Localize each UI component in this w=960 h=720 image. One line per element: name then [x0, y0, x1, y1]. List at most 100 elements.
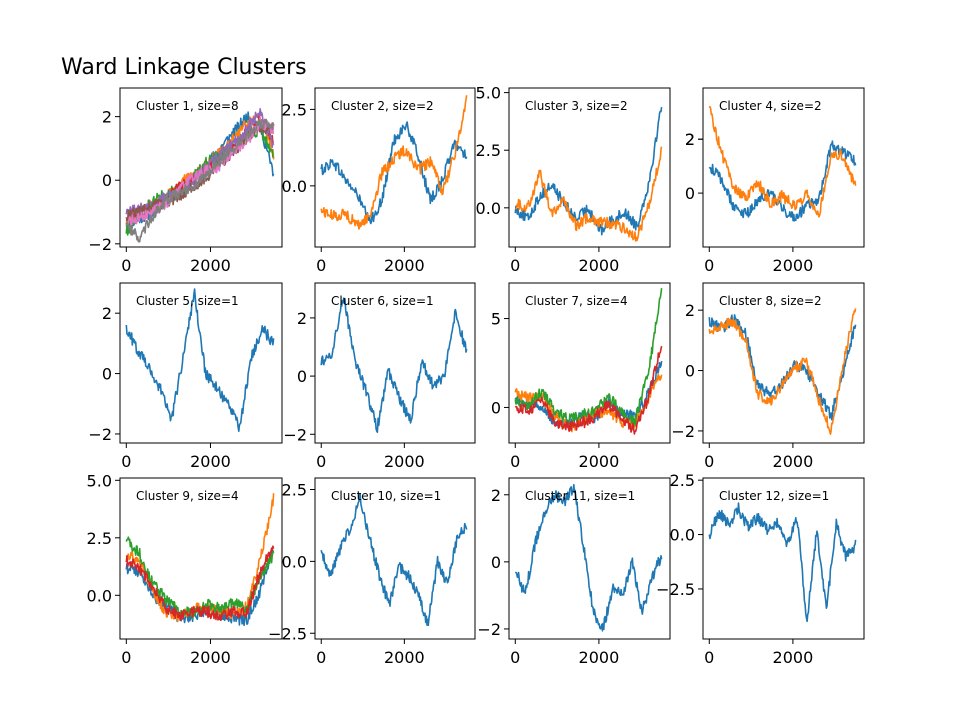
axes-frame	[702, 282, 865, 444]
series-group	[708, 502, 857, 623]
series-line-1	[125, 288, 275, 433]
x-tick-label: 0	[121, 648, 131, 667]
x-tick-label: 0	[704, 256, 714, 275]
y-tick-label: 0	[297, 367, 307, 386]
y-tick-label: 0	[491, 398, 501, 417]
subplot-9: 0 2000 0.0 2.5 5.0 Cluster 9, size=4	[87, 471, 283, 667]
y-tick-label: −2.5	[656, 580, 695, 599]
series-group	[125, 493, 275, 627]
subplot-5: 0 2000 −2 0 2 Cluster 5, size=1	[88, 282, 283, 471]
cluster-annotation: Cluster 12, size=1	[719, 489, 829, 503]
cluster-annotation: Cluster 8, size=2	[719, 294, 822, 308]
x-tick-label: 2000	[773, 256, 814, 275]
x-tick-label: 0	[316, 256, 326, 275]
x-tick-label: 2000	[579, 452, 620, 471]
y-tick-label: 5.0	[476, 84, 501, 103]
y-tick-label: −2.5	[268, 624, 307, 643]
axes-frame	[702, 87, 865, 248]
x-tick-label: 0	[121, 256, 131, 275]
x-tick-label: 2000	[773, 648, 814, 667]
series-group	[320, 297, 468, 434]
cluster-annotation: Cluster 1, size=8	[136, 99, 239, 113]
y-tick-label: 2	[297, 309, 307, 328]
y-tick-label: 0.0	[282, 552, 307, 571]
series-group	[320, 95, 468, 230]
series-line-4	[514, 345, 663, 435]
x-tick-label: 2000	[579, 256, 620, 275]
series-line-1	[320, 121, 468, 225]
axes-frame	[314, 87, 476, 248]
axes-frame	[508, 87, 671, 248]
x-tick-label: 0	[510, 648, 520, 667]
x-tick-label: 2000	[190, 452, 231, 471]
x-tick-label: 2000	[190, 256, 231, 275]
x-tick-label: 0	[704, 648, 714, 667]
y-tick-label: 0.0	[282, 177, 307, 196]
series-group	[320, 493, 468, 627]
figure-title: Ward Linkage Clusters	[61, 55, 307, 80]
series-line-1	[708, 502, 857, 623]
subplot-2: 0 2000 0.0 2.5 Cluster 2, size=2	[282, 87, 476, 275]
cluster-annotation: Cluster 2, size=2	[331, 99, 434, 113]
series-group	[514, 288, 663, 435]
axes-frame	[119, 282, 283, 444]
x-tick-label: 2000	[384, 648, 425, 667]
y-tick-label: −2	[88, 235, 112, 254]
cluster-annotation: Cluster 10, size=1	[331, 489, 441, 503]
x-tick-label: 0	[510, 452, 520, 471]
series-line-1	[320, 297, 468, 434]
series-line-2	[515, 146, 663, 242]
series-line-8	[125, 118, 275, 243]
series-group	[514, 483, 663, 632]
cluster-annotation: Cluster 3, size=2	[525, 99, 628, 113]
cluster-annotation: Cluster 5, size=1	[136, 294, 239, 308]
series-group	[125, 108, 275, 243]
y-tick-label: 2	[685, 301, 695, 320]
cluster-annotation: Cluster 9, size=4	[136, 489, 239, 503]
y-tick-label: −2	[283, 425, 307, 444]
series-line-1	[708, 314, 857, 421]
y-tick-label: 0	[102, 171, 112, 190]
series-group	[708, 105, 857, 222]
subplot-3: 0 2000 0.0 2.5 5.0 Cluster 3, size=2	[476, 84, 671, 275]
y-tick-label: 0.0	[670, 526, 695, 545]
cluster-annotation: Cluster 6, size=1	[331, 294, 434, 308]
series-line-1	[708, 140, 857, 222]
subplot-11: 0 2000 2 0 −2 Cluster 11, size=1	[477, 477, 671, 667]
y-tick-label: 2	[685, 130, 695, 149]
x-tick-label: 2000	[384, 452, 425, 471]
y-tick-label: 2.5	[282, 481, 307, 500]
axes-frame	[119, 87, 283, 248]
y-tick-label: 0	[491, 553, 501, 572]
y-tick-label: 2.5	[670, 471, 695, 490]
x-tick-label: 2000	[190, 648, 231, 667]
x-tick-label: 2000	[773, 452, 814, 471]
series-line-2	[708, 105, 857, 218]
y-tick-label: 2	[491, 486, 501, 505]
y-tick-label: 2.5	[282, 100, 307, 119]
series-group	[514, 106, 663, 242]
axes-frame	[314, 477, 476, 640]
series-line-3	[514, 288, 663, 426]
subplot-8: 0 2000 −2 0 2 Cluster 8, size=2	[671, 282, 865, 471]
series-group	[708, 308, 857, 436]
subplot-12: 0 2000 2.5 0.0 −2.5 Cluster 12, size=1	[656, 471, 865, 667]
y-tick-label: 2.5	[476, 141, 501, 160]
x-tick-label: 0	[704, 452, 714, 471]
x-tick-label: 2000	[384, 256, 425, 275]
subplot-6: 0 2000 −2 0 2 Cluster 6, size=1	[283, 282, 476, 471]
series-line-1	[320, 493, 468, 627]
y-tick-label: −2	[477, 620, 501, 639]
axes-frame	[508, 282, 671, 444]
x-tick-label: 0	[510, 256, 520, 275]
x-tick-label: 0	[121, 452, 131, 471]
y-tick-label: 0	[685, 362, 695, 381]
y-tick-label: −2	[671, 422, 695, 441]
series-line-1	[514, 483, 663, 632]
axes-frame	[508, 477, 671, 640]
subplot-10: 0 2000 2.5 0.0 −2.5 Cluster 10, size=1	[268, 477, 476, 667]
y-tick-label: 2	[685, 130, 695, 149]
